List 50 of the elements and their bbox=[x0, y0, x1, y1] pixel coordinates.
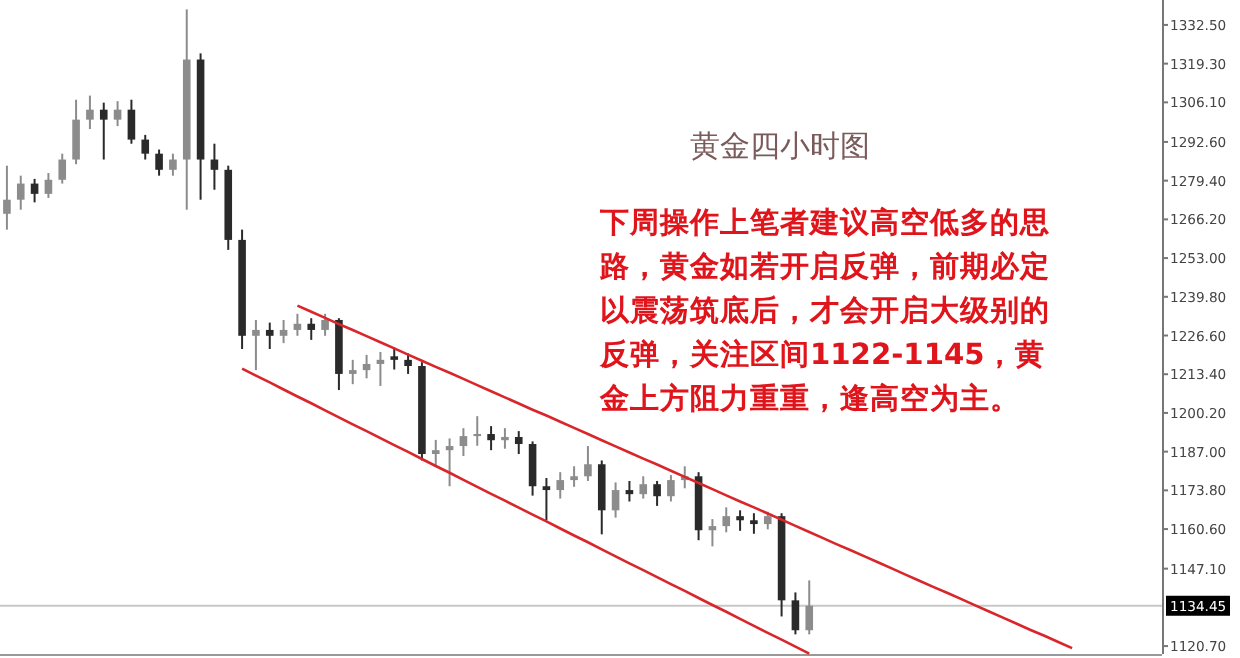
candlestick bbox=[750, 512, 758, 535]
candlestick bbox=[736, 509, 744, 532]
candlestick bbox=[3, 164, 11, 231]
candlestick bbox=[708, 518, 717, 548]
candlestick bbox=[321, 312, 329, 337]
candlestick bbox=[141, 133, 150, 161]
candlestick bbox=[210, 142, 219, 191]
candlestick bbox=[722, 506, 731, 534]
candlestick bbox=[252, 318, 260, 372]
candlestick bbox=[625, 479, 634, 503]
candlestick bbox=[667, 474, 675, 503]
candlestick bbox=[501, 427, 509, 450]
candlestick bbox=[584, 445, 592, 482]
candlestick bbox=[86, 94, 94, 131]
candlestick bbox=[72, 98, 80, 166]
candlestick bbox=[155, 148, 163, 177]
candlestick bbox=[528, 440, 537, 497]
candlestick bbox=[459, 427, 468, 458]
candlestick bbox=[307, 317, 316, 341]
candlestick bbox=[279, 318, 288, 345]
candlestick bbox=[514, 430, 523, 455]
candlestick bbox=[611, 481, 620, 519]
candlestick bbox=[805, 579, 814, 636]
candlestick bbox=[473, 415, 482, 447]
candlestick bbox=[431, 438, 440, 468]
annotation: 下周操作上笔者建议高空低多的思路，黄金如若开启反弹，前期必定以震荡筑底后，才会开启大级别的反弹，关注区间1122-1145，黄金上方阻力重重，逢高空为主。 bbox=[600, 204, 1052, 420]
candlestick bbox=[487, 425, 495, 452]
candlestick bbox=[570, 465, 578, 488]
line-series bbox=[240, 367, 811, 656]
candlestick bbox=[265, 321, 274, 350]
candlestick bbox=[556, 471, 565, 500]
candlestick bbox=[597, 459, 606, 536]
candlestick bbox=[348, 358, 357, 386]
candlestick bbox=[169, 152, 177, 177]
candlestick bbox=[639, 475, 648, 500]
candlestick bbox=[404, 352, 412, 375]
candlestick bbox=[16, 174, 25, 211]
candlestick bbox=[390, 346, 399, 371]
candlestick bbox=[30, 177, 39, 204]
text: 黄金四小时图 bbox=[690, 128, 870, 166]
candlestick bbox=[113, 100, 122, 128]
candlestick bbox=[58, 152, 67, 185]
candlestick bbox=[791, 591, 800, 636]
candlestick bbox=[99, 101, 108, 161]
candlestick bbox=[376, 350, 385, 387]
candlestick bbox=[127, 98, 136, 145]
candlestick bbox=[653, 479, 661, 507]
candlestick bbox=[542, 477, 551, 522]
candlestick bbox=[445, 437, 454, 488]
candlestick bbox=[44, 172, 53, 199]
